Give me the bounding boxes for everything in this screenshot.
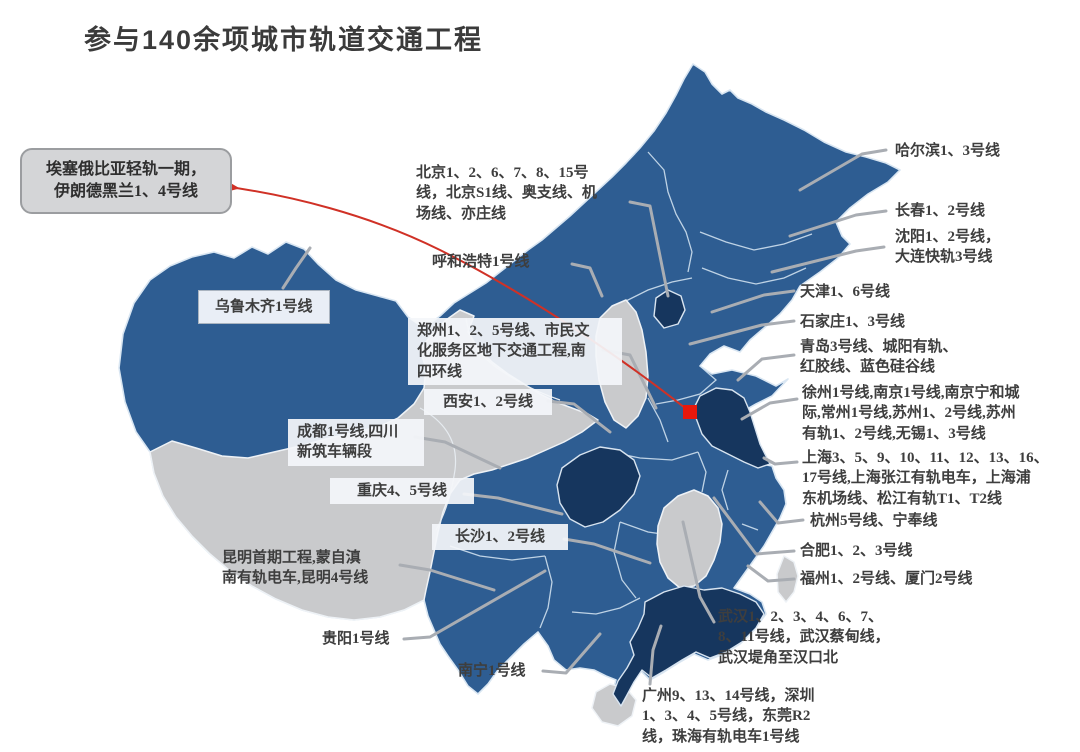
label-shijiazhuang-lines: 石家庄1、3号线 (800, 314, 906, 330)
leader-shanghai (762, 456, 799, 466)
label-hefei-lines: 合肥1、2、3号线 (800, 543, 913, 559)
leader-hefei (712, 496, 796, 556)
leader-guiyang (402, 569, 547, 641)
label-beijing-lines: 北京1、2、6、7、8、15号 线，北京S1线、奥支线、机 场线、亦庄线 (416, 165, 597, 222)
label-zhengzhou-lines: 郑州1、2、5号线、市民文 化服务区地下交通工程,南 四环线 (408, 318, 622, 386)
label-shanghai-lines: 上海3、5、9、10、11、12、13、16、 17号线,上海张江有轨电车，上海… (802, 450, 1049, 507)
leader-tianjin (710, 289, 796, 314)
label-changsha-lines: 长沙1、2号线 (432, 524, 568, 551)
map-region-chongqing (556, 446, 641, 528)
label-jiangsu-cities-lines: 徐州1号线,南京1号线,南京宁和城 际,常州1号线,苏州1、2号线,苏州 有轨1… (802, 385, 1020, 442)
map-region-jiangsu (694, 387, 771, 469)
page-title: 参与140余项城市轨道交通工程 (84, 25, 484, 55)
label-nanning-lines: 南宁1号线 (458, 663, 526, 679)
label-wuhan-lines: 武汉1、2、3、4、6、7、 8、11号线，武汉蔡甸线， 武汉堤角至汉口北 (718, 609, 890, 666)
label-overseas-projects: 埃塞俄比亚轻轨一期， 伊朗德黑兰1、4号线 (20, 148, 232, 214)
label-guiyang-lines: 贵阳1号线 (322, 631, 390, 647)
map-region-beijing (653, 289, 686, 329)
leader-xuzhou (740, 397, 799, 421)
red-route-arrow (216, 176, 691, 413)
label-chengdu-lines: 成都1号线,四川 新筑车辆段 (288, 419, 424, 466)
leader-kunming (398, 563, 496, 592)
label-changchun-lines: 长春1、2号线 (895, 203, 986, 219)
label-kunming-lines: 昆明首期工程,蒙自滇 南有轨电车,昆明4号线 (222, 550, 369, 587)
leader-shenyang (770, 245, 886, 274)
map-region-jiangxi (656, 489, 723, 589)
label-harbin-lines: 哈尔滨1、3号线 (895, 143, 1001, 159)
label-hohhot-lines: 呼和浩特1号线 (432, 254, 530, 270)
leader-hohhot (570, 262, 604, 298)
leader-wuhan (681, 520, 716, 624)
leader-guangzhou (648, 624, 663, 686)
leader-fuzhou (746, 564, 796, 583)
leader-changsha (562, 537, 652, 565)
label-qingdao-lines: 青岛3号线、城阳有轨、 红胶线、蓝色硅谷线 (800, 339, 958, 376)
label-guangzhou-shenzhen-lines: 广州9、13、14号线，深圳 1、3、4、5号线，东莞R2 线，珠海有轨电车1号… (642, 688, 815, 745)
label-fuzhou-xiamen-lines: 福州1、2号线、厦门2号线 (800, 571, 973, 587)
label-xian-lines: 西安1、2号线 (424, 389, 552, 416)
leader-chongqing (462, 492, 564, 516)
leader-nanning (541, 632, 602, 675)
leader-urumqi (281, 246, 312, 290)
leader-qingdao (736, 353, 796, 382)
label-shenyang-dalian-lines: 沈阳1、2号线， 大连快轨3号线 (895, 229, 1001, 266)
leader-changchun (788, 209, 888, 238)
leader-harbin (798, 148, 888, 192)
map-regions-dark (556, 289, 771, 707)
leader-hangzhou (758, 500, 805, 525)
label-hangzhou-lines: 杭州5号线、宁奉线 (810, 513, 938, 529)
red-origin-dot (683, 405, 697, 419)
leader-shijiazhuang (688, 319, 796, 346)
leader-chengdu (413, 435, 502, 470)
label-tianjin-lines: 天津1、6号线 (800, 284, 891, 300)
label-urumqi-lines: 乌鲁木齐1号线 (198, 290, 330, 325)
leader-beijing (628, 200, 670, 298)
label-chongqing-lines: 重庆4、5号线 (330, 478, 474, 505)
leader-xian (546, 399, 612, 434)
leader-lines (281, 148, 888, 686)
